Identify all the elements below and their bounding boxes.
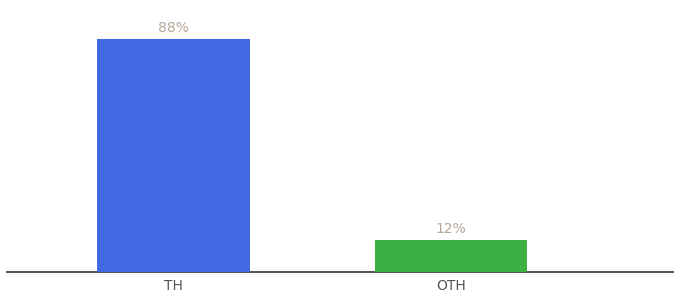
Text: 88%: 88% <box>158 21 189 35</box>
Bar <box>97 39 250 272</box>
Bar <box>375 240 528 272</box>
Text: 12%: 12% <box>436 222 466 236</box>
